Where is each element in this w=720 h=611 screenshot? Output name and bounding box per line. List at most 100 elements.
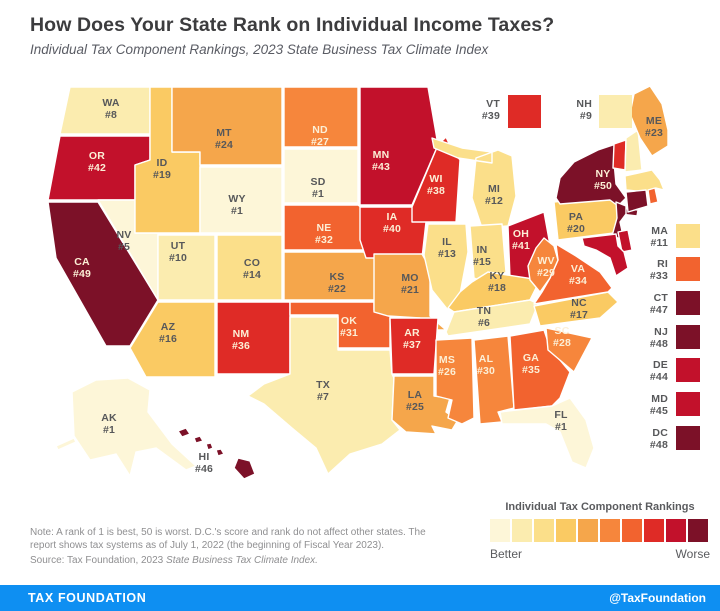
state-label-mi: MI #12	[485, 183, 503, 207]
state-label-nc: NC #17	[570, 297, 588, 321]
legend-swatch-1	[490, 519, 510, 542]
state-label-tn: TN #6	[477, 305, 491, 329]
callout-swatch-ri	[676, 257, 700, 281]
legend-swatch-5	[578, 519, 598, 542]
state-label-hi: HI #46	[195, 451, 213, 475]
legend-swatch-3	[534, 519, 554, 542]
state-label-wi: WI #38	[427, 173, 445, 197]
state-shape-mt	[171, 86, 283, 166]
state-label-il: IL #13	[438, 236, 456, 260]
footnotes: Note: A rank of 1 is best, 50 is worst. …	[30, 527, 460, 568]
state-label-vt: VT #39	[482, 98, 501, 122]
state-label-ar: AR #37	[403, 327, 421, 351]
state-label-al: AL #30	[477, 353, 495, 377]
callout-swatch-nh	[599, 95, 632, 128]
state-shape-nd	[283, 86, 359, 148]
state-label-md: MD #45	[650, 393, 668, 417]
state-label-mt: MT #24	[215, 127, 233, 151]
header: How Does Your State Rank on Individual I…	[30, 14, 554, 57]
callout-swatch-de	[676, 358, 700, 382]
state-label-nv: NV #5	[117, 229, 132, 253]
state-label-wv: WV #29	[537, 255, 555, 279]
state-label-va: VA #34	[569, 263, 587, 287]
state-shape-la	[391, 375, 459, 435]
state-shape-sc	[545, 327, 593, 373]
state-label-la: LA #25	[406, 389, 424, 413]
state-shape-de	[617, 229, 633, 253]
state-label-ny: NY #50	[594, 168, 612, 192]
state-label-wy: WY #1	[228, 193, 245, 217]
legend-swatch-9	[666, 519, 686, 542]
state-label-pa: PA #20	[567, 211, 585, 235]
callout-swatch-ct	[676, 291, 700, 315]
state-shape-az	[129, 301, 216, 378]
state-label-ut: UT #10	[169, 240, 187, 264]
state-label-ak: AK #1	[101, 412, 117, 436]
state-shape-me	[629, 85, 669, 157]
footer-bar: TAX FOUNDATION @TaxFoundation	[0, 585, 720, 611]
state-label-ks: KS #22	[328, 271, 346, 295]
state-label-ma: MA #11	[650, 225, 668, 249]
state-label-fl: FL #1	[554, 409, 568, 433]
brand-name: TAX FOUNDATION	[28, 591, 147, 605]
state-shape-tx	[247, 316, 401, 475]
state-shape-mi	[431, 137, 517, 229]
state-shape-nm	[216, 301, 291, 375]
state-label-nm: NM #36	[232, 328, 250, 352]
note-line-1: Note: A rank of 1 is best, 50 is worst. …	[30, 527, 426, 538]
legend-title: Individual Tax Component Rankings	[505, 501, 695, 513]
state-label-wa: WA #8	[102, 97, 120, 121]
state-label-nj: NJ #48	[650, 326, 668, 350]
legend-color-scale	[490, 519, 710, 542]
state-label-ga: GA #35	[522, 352, 540, 376]
state-shape-wi	[411, 136, 461, 223]
state-label-ok: OK #31	[340, 315, 358, 339]
state-shape-sd	[283, 148, 359, 204]
state-label-sc: SC #28	[553, 325, 571, 349]
state-shape-ak	[55, 377, 197, 477]
state-label-ct: CT #47	[650, 292, 669, 316]
state-shape-md	[581, 233, 629, 277]
state-shape-ri	[647, 187, 659, 205]
state-label-az: AZ #16	[159, 321, 177, 345]
legend-swatch-8	[644, 519, 664, 542]
state-shape-wy	[199, 166, 283, 234]
state-label-ms: MS #26	[438, 354, 456, 378]
state-shape-hi	[177, 427, 256, 480]
state-label-mo: MO #21	[401, 272, 419, 296]
legend-ends: Better Worse	[490, 547, 710, 561]
state-label-ky: KY #18	[488, 270, 506, 294]
state-label-ia: IA #40	[383, 211, 401, 235]
state-label-oh: OH #41	[512, 228, 530, 252]
legend-worse-label: Worse	[675, 547, 710, 561]
state-shape-ca	[47, 201, 159, 347]
twitter-handle: @TaxFoundation	[609, 591, 706, 605]
callout-swatch-nj	[676, 325, 700, 349]
state-shape-co	[216, 234, 283, 301]
state-shape-ar	[389, 317, 439, 375]
state-label-or: OR #42	[88, 150, 106, 174]
legend-swatch-10	[688, 519, 708, 542]
legend-swatch-4	[556, 519, 576, 542]
state-label-in: IN #15	[473, 244, 491, 268]
legend-swatch-2	[512, 519, 532, 542]
state-label-nh: NH #9	[576, 98, 592, 122]
state-label-me: ME #23	[645, 115, 663, 139]
state-label-sd: SD #1	[311, 176, 326, 200]
state-shape-ma	[624, 169, 665, 193]
state-label-dc: DC #48	[650, 427, 668, 451]
state-shape-fl	[499, 397, 595, 469]
state-label-id: ID #19	[153, 157, 171, 181]
callout-swatch-ma	[676, 224, 700, 248]
state-label-ne: NE #32	[315, 222, 333, 246]
color-legend: Individual Tax Component Rankings Better…	[490, 501, 710, 561]
legend-better-label: Better	[490, 547, 523, 561]
state-shape-nh	[624, 129, 643, 173]
page-subtitle: Individual Tax Component Rankings, 2023 …	[30, 42, 489, 57]
state-label-de: DE #44	[650, 359, 668, 383]
callout-swatch-dc	[676, 426, 700, 450]
legend-swatch-6	[600, 519, 620, 542]
state-shape-al	[473, 335, 515, 425]
